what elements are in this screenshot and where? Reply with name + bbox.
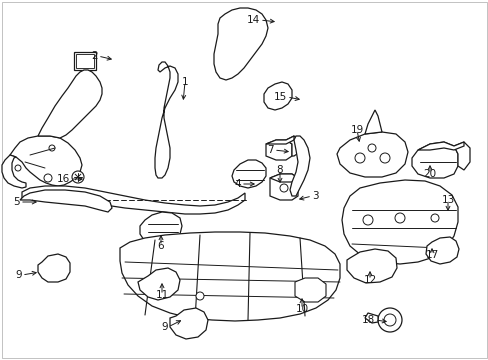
Text: 9: 9 — [15, 270, 22, 280]
Polygon shape — [214, 8, 267, 80]
Text: 11: 11 — [155, 290, 168, 300]
Circle shape — [44, 174, 52, 182]
Text: 14: 14 — [246, 15, 260, 25]
Polygon shape — [265, 136, 293, 144]
Circle shape — [367, 144, 375, 152]
Polygon shape — [231, 160, 265, 188]
Text: 5: 5 — [13, 197, 20, 207]
Polygon shape — [155, 62, 178, 178]
Polygon shape — [264, 82, 291, 110]
Polygon shape — [140, 212, 182, 244]
Circle shape — [196, 292, 203, 300]
Circle shape — [49, 145, 55, 151]
Text: 17: 17 — [425, 250, 438, 260]
Circle shape — [362, 215, 372, 225]
Text: 7: 7 — [267, 145, 273, 155]
Bar — [227, 14, 251, 34]
Circle shape — [430, 214, 438, 222]
Text: 9: 9 — [161, 322, 168, 332]
Text: 10: 10 — [295, 304, 308, 314]
Text: 4: 4 — [234, 179, 241, 189]
Bar — [76, 54, 94, 68]
Text: 3: 3 — [311, 191, 318, 201]
Polygon shape — [285, 136, 299, 156]
Text: 13: 13 — [441, 195, 454, 205]
Polygon shape — [38, 70, 102, 138]
Polygon shape — [10, 136, 82, 186]
Polygon shape — [411, 142, 457, 178]
Polygon shape — [294, 278, 325, 302]
Polygon shape — [364, 313, 377, 323]
Polygon shape — [417, 142, 463, 150]
Polygon shape — [2, 155, 26, 188]
Circle shape — [354, 153, 364, 163]
Polygon shape — [38, 254, 70, 282]
Text: 16: 16 — [57, 174, 70, 184]
Polygon shape — [20, 190, 112, 212]
Text: 19: 19 — [350, 125, 363, 135]
Circle shape — [72, 171, 84, 183]
Polygon shape — [364, 110, 381, 134]
Polygon shape — [425, 237, 458, 264]
Text: 6: 6 — [157, 241, 164, 251]
Polygon shape — [265, 140, 291, 160]
Polygon shape — [453, 142, 469, 170]
Text: 1: 1 — [182, 77, 188, 87]
Bar — [229, 16, 249, 32]
Text: 12: 12 — [363, 275, 376, 285]
Polygon shape — [269, 174, 297, 182]
Text: 2: 2 — [91, 51, 98, 61]
Polygon shape — [346, 249, 396, 283]
Polygon shape — [269, 174, 297, 200]
Polygon shape — [341, 180, 457, 264]
Circle shape — [383, 314, 395, 326]
Circle shape — [280, 184, 287, 192]
Circle shape — [377, 308, 401, 332]
Bar — [74, 52, 96, 70]
Polygon shape — [120, 232, 339, 321]
Text: 20: 20 — [423, 169, 436, 179]
Polygon shape — [170, 308, 207, 339]
Polygon shape — [289, 136, 309, 196]
Circle shape — [394, 213, 404, 223]
Text: 8: 8 — [276, 165, 283, 175]
Circle shape — [15, 165, 21, 171]
Polygon shape — [22, 186, 244, 214]
Text: 15: 15 — [273, 92, 286, 102]
Polygon shape — [138, 268, 180, 300]
Circle shape — [379, 153, 389, 163]
Text: 18: 18 — [361, 315, 374, 325]
Polygon shape — [336, 132, 407, 177]
